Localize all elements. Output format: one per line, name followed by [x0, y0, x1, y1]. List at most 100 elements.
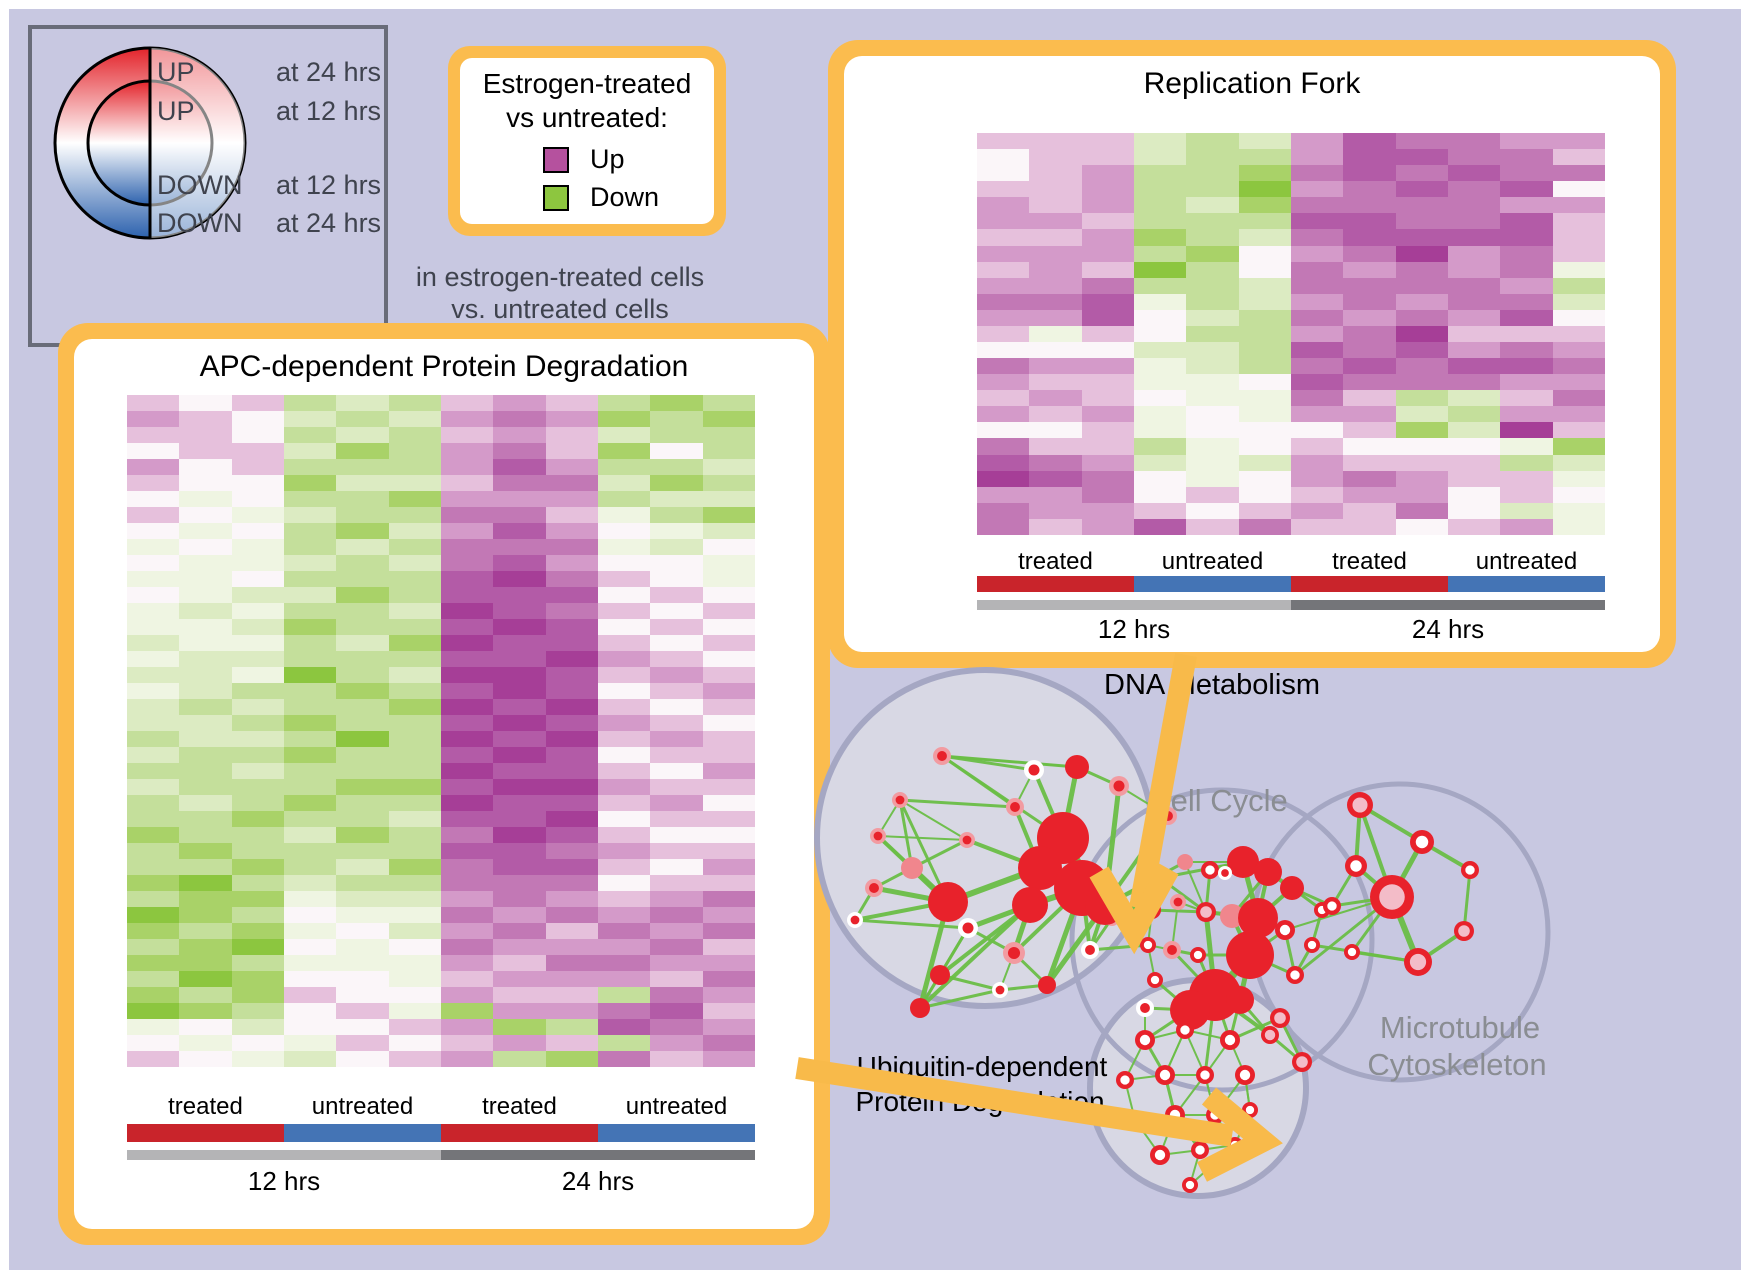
heatmap-row	[977, 486, 1605, 503]
heatmap-row	[977, 181, 1605, 198]
heatmap-row	[127, 891, 755, 907]
heatmap-row	[977, 374, 1605, 391]
heatmap-row	[127, 571, 755, 587]
heatmap-row	[977, 422, 1605, 439]
heatmap-row	[127, 955, 755, 971]
heatmap-row	[127, 475, 755, 491]
heatmap-row	[977, 342, 1605, 359]
repfork-treated-bar-12	[977, 576, 1134, 592]
updown-legend-title-line2: vs untreated:	[506, 102, 668, 133]
heatmap-row	[127, 555, 755, 571]
up-color-swatch	[543, 147, 569, 173]
heatmap-row	[127, 811, 755, 827]
wheel-caption-line2: vs. untreated cells	[451, 294, 669, 324]
heatmap-row	[977, 470, 1605, 487]
down-color-swatch	[543, 185, 569, 211]
repfork-12hr-label: 12 hrs	[1097, 614, 1171, 644]
wheel-row1-left: UP	[157, 57, 195, 87]
heatmap-row	[977, 245, 1605, 262]
repfork-12hr-bar	[977, 600, 1291, 610]
heatmap-row	[127, 1019, 755, 1035]
heatmap-row	[977, 309, 1605, 326]
updown-wheel-icon	[53, 46, 247, 240]
heatmap-row	[977, 149, 1605, 166]
heatmap-row	[977, 293, 1605, 310]
wheel-row2-right: at 12 hrs	[276, 96, 382, 126]
apc-12hr-label: 12 hrs	[247, 1166, 321, 1196]
heatmap-row	[127, 939, 755, 955]
repfork-24hr-bar	[1291, 600, 1605, 610]
heatmap-row	[127, 443, 755, 459]
wheel-row3-right: at 12 hrs	[276, 170, 382, 200]
wheel-row1-right: at 24 hrs	[276, 57, 382, 87]
repfork-untreated-bar-12	[1134, 576, 1291, 592]
updown-legend-title-line1: Estrogen-treated	[482, 68, 692, 99]
repfork-treated-bar-24	[1291, 576, 1448, 592]
apc-treated-bar-12	[127, 1124, 284, 1142]
heatmap-row	[127, 459, 755, 475]
apc-untreated-bar-24	[598, 1124, 755, 1142]
heatmap-row	[127, 923, 755, 939]
repfork-24hr-label: 24 hrs	[1411, 614, 1485, 644]
apc-group-label-4: untreated	[625, 1093, 728, 1120]
heatmap-row	[127, 875, 755, 891]
apc-time-bars	[127, 1150, 755, 1160]
heatmap-row	[127, 635, 755, 651]
heatmap-row	[977, 229, 1605, 246]
apc-group-bars	[127, 1124, 755, 1142]
heatmap-row	[977, 406, 1605, 423]
heatmap-row	[127, 1003, 755, 1019]
heatmap-row	[127, 715, 755, 731]
apc-group-labels: treated untreated treated untreated	[127, 1093, 755, 1121]
repfork-group-label-2: untreated	[1161, 548, 1264, 575]
heatmap-row	[127, 667, 755, 683]
heatmap-row	[127, 619, 755, 635]
heatmap-row	[977, 358, 1605, 375]
heatmap-row	[127, 651, 755, 667]
heatmap-row	[127, 971, 755, 987]
heatmap-row	[127, 699, 755, 715]
heatmap-row	[977, 518, 1605, 535]
heatmap-row	[127, 827, 755, 843]
heatmap-row	[127, 859, 755, 875]
heatmap-row	[977, 133, 1605, 150]
updown-legend-inner	[460, 58, 714, 224]
wheel-row3-left: DOWN	[157, 170, 243, 200]
heatmap-row	[977, 454, 1605, 471]
repfork-group-label-3: treated	[1332, 548, 1407, 575]
heatmap-row	[127, 523, 755, 539]
heatmap-row	[977, 261, 1605, 278]
apc-group-label-3: treated	[482, 1093, 557, 1120]
heatmap-row	[127, 795, 755, 811]
repfork-heatmap	[977, 133, 1605, 535]
heatmap-row	[977, 390, 1605, 407]
repfork-group-label-4: untreated	[1475, 548, 1578, 575]
heatmap-row	[127, 587, 755, 603]
repfork-time-labels: 12 hrs 24 hrs	[977, 614, 1605, 644]
repfork-panel: Replication Fork treated untreated treat…	[828, 40, 1676, 668]
repfork-group-label-1: treated	[1018, 548, 1093, 575]
heatmap-row	[127, 1051, 755, 1067]
heatmap-row	[127, 411, 755, 427]
heatmap-row	[127, 779, 755, 795]
heatmap-row	[127, 491, 755, 507]
apc-untreated-bar-12	[284, 1124, 441, 1142]
up-label: Up	[590, 144, 625, 174]
apc-group-label-2: untreated	[311, 1093, 414, 1120]
heatmap-row	[977, 438, 1605, 455]
heatmap-row	[977, 165, 1605, 182]
repfork-group-bars	[977, 576, 1605, 592]
apc-treated-bar-24	[441, 1124, 598, 1142]
heatmap-row	[127, 603, 755, 619]
wheel-legend-box: UP at 24 hrs UP at 12 hrs DOWN at 12 hrs…	[28, 25, 704, 347]
wheel-row4-right: at 24 hrs	[276, 208, 382, 238]
heatmap-row	[977, 502, 1605, 519]
heatmap-row	[127, 539, 755, 555]
heatmap-row	[127, 683, 755, 699]
wheel-caption-line1: in estrogen-treated cells	[415, 262, 705, 292]
apc-panel: APC-dependent Protein Degradation treate…	[58, 323, 830, 1245]
apc-24hr-label: 24 hrs	[561, 1166, 635, 1196]
heatmap-row	[977, 213, 1605, 230]
heatmap-row	[127, 907, 755, 923]
